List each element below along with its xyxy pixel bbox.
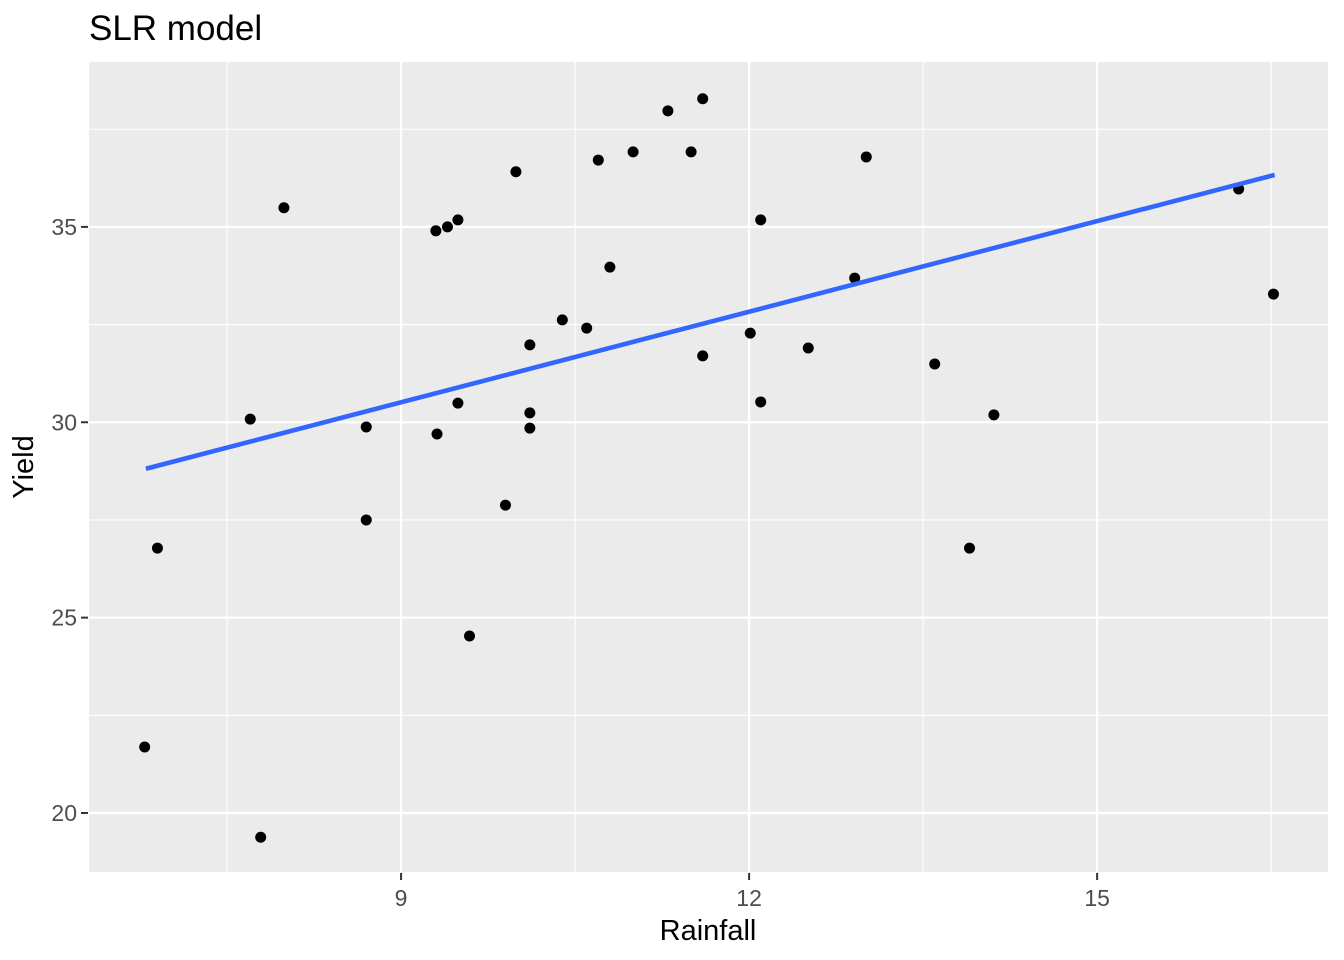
- y-axis-title: Yield: [8, 435, 40, 498]
- regression-line: [145, 172, 1276, 471]
- y-tick-label: 30: [51, 409, 77, 435]
- plot-title: SLR model: [89, 9, 262, 48]
- gridlines-major: [89, 62, 1328, 872]
- x-tick-label: 12: [736, 885, 762, 911]
- y-axis-tick-labels: 20 25 30 35: [51, 214, 77, 826]
- x-tick-label: 15: [1084, 885, 1110, 911]
- plot-panel: [89, 62, 1328, 872]
- x-axis-title: Rainfall: [660, 915, 757, 947]
- x-tick-label: 9: [395, 885, 408, 911]
- y-tick-label: 35: [51, 214, 77, 240]
- y-tick-label: 25: [51, 605, 77, 631]
- y-tick-label: 20: [51, 800, 77, 826]
- axis-tick-marks: [81, 225, 1099, 880]
- x-axis-tick-labels: 9 12 15: [395, 885, 1110, 911]
- data-points: [139, 93, 1279, 843]
